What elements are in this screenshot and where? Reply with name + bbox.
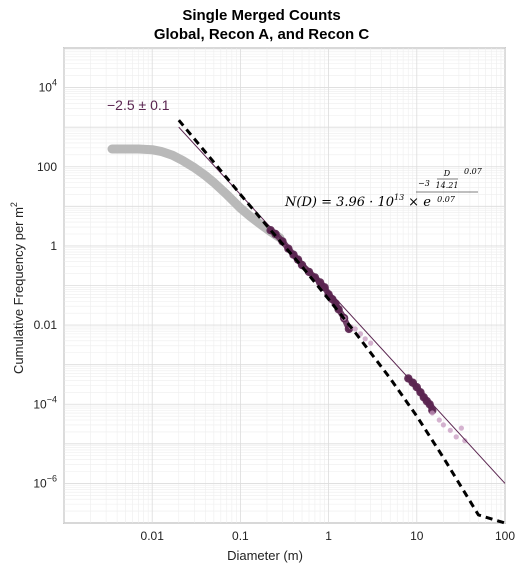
equation-exp-prefix: −3 [418, 179, 430, 188]
major-grid [63, 47, 506, 524]
y-tick-label: 10−4 [33, 394, 57, 411]
y-tick-label: 0.01 [34, 318, 58, 332]
data-point [429, 410, 435, 416]
x-tick-labels: 0.01 0.1 1 10 100 [141, 529, 516, 543]
x-tick-label: 0.1 [232, 529, 249, 543]
equation-times: × e [408, 195, 431, 210]
y-tick-label: 1 [50, 239, 57, 253]
y-tick-base: 100 [37, 160, 57, 174]
data-point [368, 340, 374, 346]
data-point [453, 434, 459, 440]
y-tick-base: 10 [39, 81, 53, 95]
y-tick-label: 10−6 [33, 473, 57, 490]
chart-title-line-2: Global, Recon A, and Recon C [153, 26, 370, 43]
equation-lhs-text: N(D) = 3.96 · 10 [284, 195, 394, 210]
fit-lines [177, 119, 506, 525]
equation-annotation: N(D) = 3.96 · 1013 × e −3 D 14.21 0.07 0.… [284, 167, 483, 210]
data-point [462, 438, 468, 444]
y-tick-label: 104 [39, 78, 57, 95]
y-tick-exponent: −6 [47, 473, 57, 483]
data-point [352, 326, 358, 332]
data-point [440, 422, 446, 428]
data-point [447, 427, 453, 433]
y-tick-exponent: 4 [52, 78, 57, 88]
equation-frac-den: 14.21 [436, 181, 459, 190]
y-tick-label: 100 [37, 160, 57, 174]
y-tick-base: 1 [50, 239, 57, 253]
equation-frac-num: D [443, 169, 451, 178]
gray-band-series [107, 144, 285, 243]
x-axis-title: Diameter (m) [227, 548, 303, 563]
y-tick-exponent: −4 [47, 394, 57, 404]
y-axis-title-sup: 2 [9, 202, 19, 207]
equation-power: 0.07 [464, 167, 483, 176]
equation-lhs: N(D) = 3.96 · 1013 × e [284, 193, 431, 210]
data-point [362, 336, 368, 342]
equation-lhs-exp: 13 [394, 193, 404, 202]
data-point [458, 425, 464, 431]
y-tick-base: 10 [33, 397, 47, 411]
chart-title: Single Merged Counts Global, Recon A, an… [0, 6, 523, 44]
y-axis-title: Cumulative Frequency per m2 [9, 202, 26, 374]
y-tick-base: 0.01 [34, 318, 58, 332]
x-tick-label: 10 [410, 529, 424, 543]
data-point [436, 417, 442, 423]
data-point [357, 331, 364, 337]
y-tick-base: 10 [33, 476, 47, 490]
equation-outer-den: 0.07 [437, 195, 456, 204]
x-tick-label: 100 [495, 529, 515, 543]
data-series-trace [267, 227, 352, 332]
gray-band-line [107, 144, 285, 243]
exponential-fit-line [177, 119, 506, 525]
y-axis-title-text: Cumulative Frequency per m [11, 207, 26, 374]
x-tick-label: 0.01 [141, 529, 165, 543]
chart-title-line-1: Single Merged Counts [182, 7, 341, 24]
slope-annotation: −2.5 ± 0.1 [107, 97, 170, 113]
x-tick-label: 1 [325, 529, 332, 543]
